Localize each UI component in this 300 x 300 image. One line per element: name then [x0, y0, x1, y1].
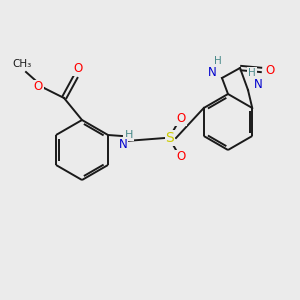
Text: O: O [176, 112, 186, 125]
Text: H: H [125, 130, 133, 140]
Text: O: O [74, 62, 82, 76]
Text: H: H [248, 68, 256, 78]
Text: N: N [254, 77, 262, 91]
Text: S: S [166, 131, 174, 145]
Text: O: O [176, 151, 186, 164]
Text: CH₃: CH₃ [12, 59, 32, 69]
Text: O: O [266, 64, 274, 76]
Text: O: O [33, 80, 43, 94]
Text: N: N [208, 65, 216, 79]
Text: H: H [214, 56, 222, 66]
Text: N: N [118, 137, 127, 151]
